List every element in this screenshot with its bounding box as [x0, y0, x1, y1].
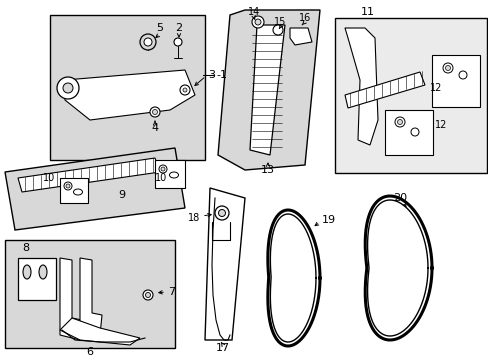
Circle shape — [254, 19, 261, 25]
Bar — [18, 258, 56, 300]
Circle shape — [161, 167, 164, 171]
Circle shape — [66, 184, 70, 188]
Bar — [431, 55, 479, 107]
Bar — [384, 110, 432, 155]
Text: 3: 3 — [207, 70, 215, 80]
Text: 17: 17 — [216, 343, 229, 353]
Text: 14: 14 — [247, 7, 260, 17]
Polygon shape — [345, 72, 424, 108]
Circle shape — [180, 85, 190, 95]
Polygon shape — [249, 25, 285, 155]
Polygon shape — [204, 188, 244, 340]
Text: 19: 19 — [321, 215, 335, 225]
Polygon shape — [60, 318, 140, 345]
Text: 7: 7 — [168, 287, 175, 297]
Text: 13: 13 — [261, 165, 274, 175]
Circle shape — [143, 38, 152, 46]
Ellipse shape — [39, 265, 47, 279]
Text: 18: 18 — [187, 213, 200, 223]
Text: 16: 16 — [298, 13, 310, 23]
Text: 5: 5 — [156, 23, 163, 33]
Text: 4: 4 — [151, 123, 158, 133]
Circle shape — [442, 63, 452, 73]
Circle shape — [445, 66, 449, 71]
Circle shape — [397, 120, 402, 125]
Text: 10: 10 — [155, 173, 167, 183]
Bar — [155, 160, 184, 188]
Text: 2: 2 — [175, 23, 182, 33]
Circle shape — [63, 83, 73, 93]
Circle shape — [145, 292, 150, 297]
Circle shape — [458, 71, 466, 79]
Circle shape — [152, 109, 157, 114]
Polygon shape — [345, 28, 377, 145]
Bar — [50, 15, 204, 160]
Text: 20: 20 — [392, 193, 406, 203]
Polygon shape — [5, 148, 184, 230]
Ellipse shape — [73, 189, 82, 195]
Text: 6: 6 — [86, 347, 93, 357]
Circle shape — [394, 117, 404, 127]
Circle shape — [150, 107, 160, 117]
Polygon shape — [5, 240, 175, 348]
Circle shape — [272, 25, 283, 35]
Circle shape — [57, 77, 79, 99]
Polygon shape — [80, 258, 102, 335]
Circle shape — [218, 210, 225, 216]
Ellipse shape — [169, 172, 178, 178]
Text: 11: 11 — [360, 7, 374, 17]
Bar — [334, 18, 486, 173]
Circle shape — [251, 16, 264, 28]
Circle shape — [142, 290, 153, 300]
Text: 10: 10 — [42, 173, 55, 183]
Circle shape — [64, 182, 72, 190]
Circle shape — [215, 206, 228, 220]
Circle shape — [174, 38, 182, 46]
Polygon shape — [65, 70, 195, 120]
Polygon shape — [218, 10, 319, 170]
Ellipse shape — [23, 265, 31, 279]
Text: 8: 8 — [22, 243, 29, 253]
Circle shape — [183, 88, 186, 92]
Circle shape — [140, 34, 156, 50]
Polygon shape — [289, 28, 311, 45]
Circle shape — [159, 165, 167, 173]
Bar — [60, 178, 88, 203]
Text: 12: 12 — [429, 83, 442, 93]
Polygon shape — [60, 258, 82, 340]
Text: 9: 9 — [118, 190, 125, 200]
Polygon shape — [18, 158, 160, 192]
Text: 12: 12 — [434, 120, 447, 130]
Text: -1: -1 — [216, 70, 226, 80]
Circle shape — [410, 128, 418, 136]
Text: 15: 15 — [273, 17, 285, 27]
